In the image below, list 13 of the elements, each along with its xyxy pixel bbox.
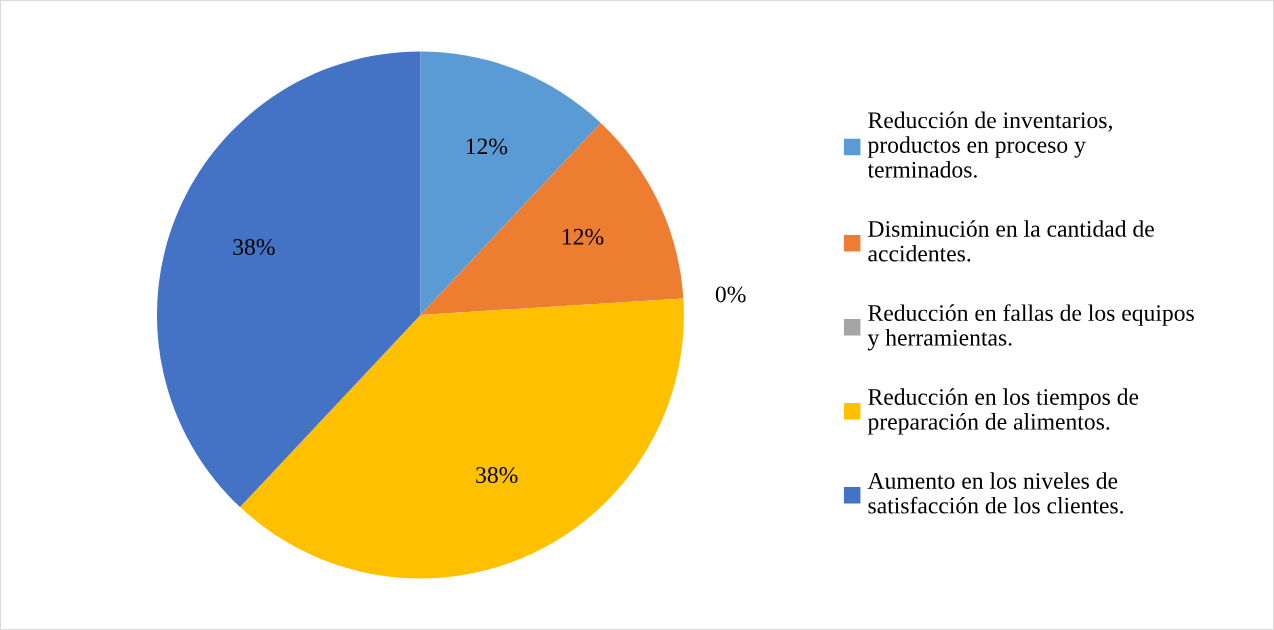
data-label: 12% bbox=[562, 228, 604, 245]
data-label: 38% bbox=[233, 239, 275, 256]
data-label: 38% bbox=[476, 467, 518, 484]
legend-label: Reducción en fallas de los equipos y herramientas. bbox=[867, 304, 1194, 351]
legend-label: Aumento en los niveles de satisfacción de los clientes. bbox=[867, 472, 1123, 514]
pie-slice bbox=[420, 122, 684, 315]
legend-label: Reducción en los tiempos de preparación de alimentos. bbox=[867, 388, 1139, 435]
data-label: 12% bbox=[466, 138, 508, 155]
pie-slice bbox=[240, 298, 684, 579]
text: 0% bbox=[715, 286, 746, 303]
legend-label: Reducción de inventarios, productos en proceso y terminados. bbox=[867, 111, 1112, 178]
pie-slice bbox=[157, 51, 421, 508]
legend-label: Disminución en la cantidad de accidentes. bbox=[868, 220, 1154, 262]
